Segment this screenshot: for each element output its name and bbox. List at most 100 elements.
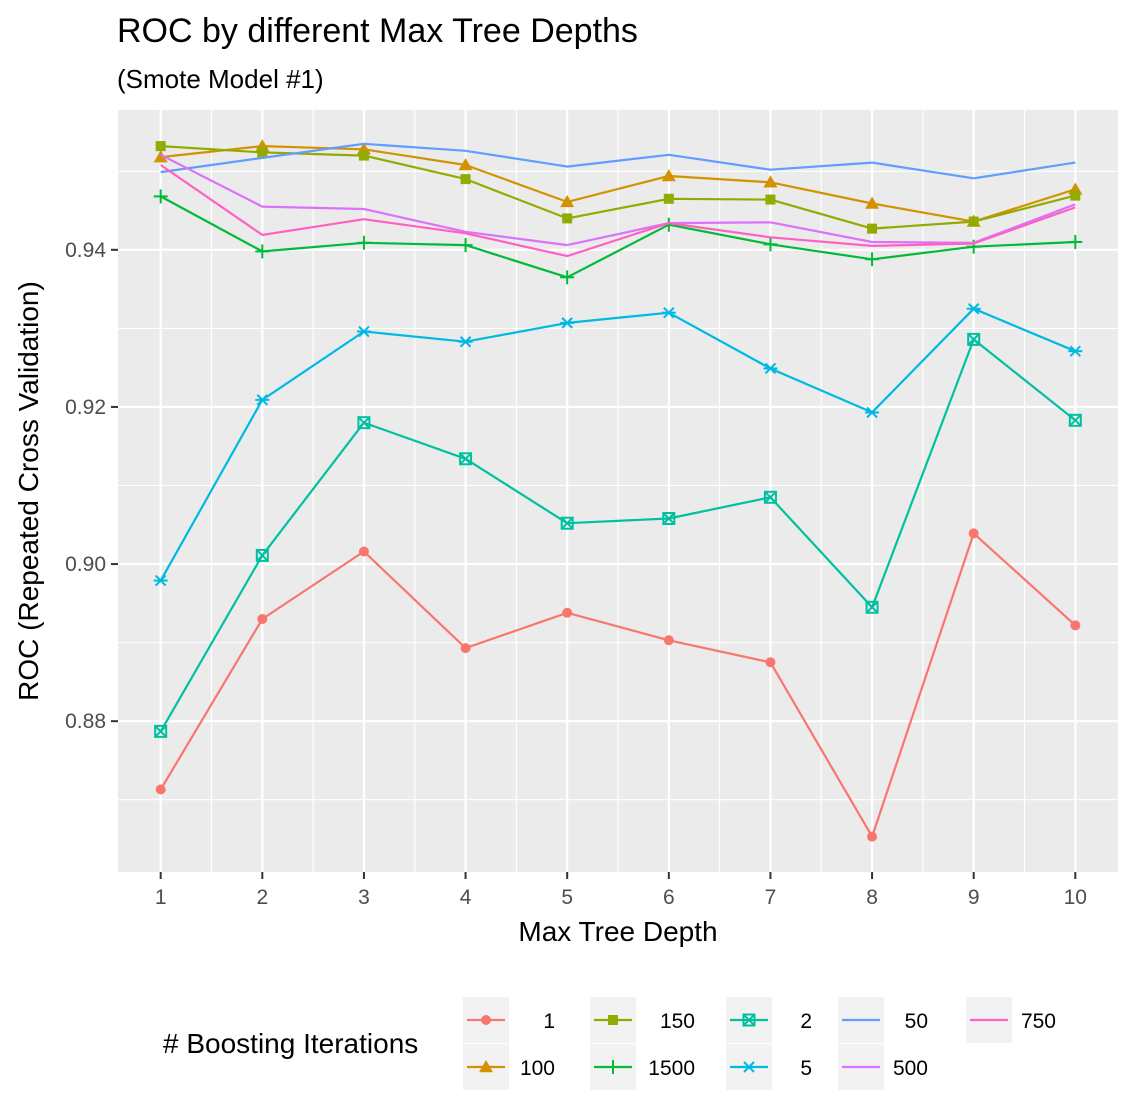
data-point-2: [560, 516, 574, 530]
y-tick-label: 0.90: [65, 553, 106, 576]
series-5: [153, 303, 1083, 587]
data-point-5: [560, 317, 575, 329]
data-point-150: [562, 213, 573, 224]
series-2: [154, 332, 1082, 738]
data-point-150: [663, 193, 674, 204]
data-point-1: [460, 643, 471, 654]
legend-label: 1: [543, 1010, 555, 1033]
data-point-150: [765, 194, 776, 205]
data-point-5: [458, 336, 473, 348]
legend-key-marker: [742, 1061, 756, 1073]
data-point-1: [1070, 620, 1081, 631]
data-point-1: [358, 546, 369, 557]
series-50: [160, 142, 1076, 180]
legend-title: # Boosting Iterations: [163, 1028, 418, 1059]
legend-label: 2: [800, 1010, 812, 1033]
series-1500: [153, 189, 1083, 285]
legend-label: 150: [660, 1010, 695, 1033]
x-tick-label: 2: [256, 886, 268, 909]
series-150: [155, 141, 1081, 234]
series-line-5: [159, 307, 1076, 582]
data-point-2: [865, 600, 879, 614]
grid-minor: [118, 110, 1118, 872]
y-axis: 0.88 0.90 0.92 0.94: [65, 239, 118, 733]
data-point-1: [155, 784, 166, 795]
series-line-50: [160, 142, 1076, 180]
data-point-1500: [458, 238, 473, 253]
data-point-2: [255, 548, 269, 562]
series-line-150: [160, 145, 1076, 230]
data-point-150: [155, 141, 166, 152]
x-tick-label: 6: [663, 886, 675, 909]
data-point-100: [763, 175, 778, 188]
data-point-100: [865, 196, 880, 209]
legend-item-100: 100: [463, 1044, 555, 1090]
x-tick-label: 8: [866, 886, 878, 909]
x-axis: 1 2 3 4 5 6 7 8 9 10: [155, 872, 1087, 909]
legend-item-750: 750: [966, 997, 1056, 1043]
data-point-5: [356, 325, 371, 338]
legend-keys: 1 100 150 1500 2 5 50 500 750: [463, 997, 1056, 1090]
series-line-1: [159, 532, 1077, 838]
legend-label: 100: [520, 1057, 555, 1080]
data-point-2: [154, 724, 168, 738]
series-line-100: [160, 145, 1076, 223]
data-point-1500: [1068, 234, 1083, 249]
data-point-2: [357, 416, 371, 430]
legend-item-500: 500: [838, 1044, 928, 1090]
data-point-5: [153, 574, 168, 587]
legend-label: 1500: [648, 1057, 695, 1080]
data-point-1: [663, 635, 674, 646]
legend-key-marker: [742, 1013, 756, 1027]
data-point-2: [662, 511, 676, 525]
legend-item-50: 50: [838, 997, 928, 1043]
legend-item-2: 2: [726, 997, 812, 1043]
data-point-1: [765, 657, 776, 668]
data-point-150: [358, 150, 369, 161]
data-point-2: [459, 452, 473, 466]
data-point-150: [867, 223, 878, 234]
y-tick-label: 0.94: [65, 239, 106, 262]
x-tick-label: 9: [968, 886, 980, 909]
data-point-1: [257, 614, 268, 625]
data-point-2: [1068, 413, 1082, 427]
legend-item-5: 5: [726, 1044, 812, 1090]
legend-item-1: 1: [463, 997, 555, 1043]
data-point-1500: [865, 252, 880, 267]
data-point-150: [460, 174, 471, 185]
legend-key-marker: [481, 1015, 491, 1025]
chart-title: ROC by different Max Tree Depths: [117, 12, 638, 50]
legend-label: 750: [1021, 1010, 1056, 1033]
data-point-5: [255, 394, 270, 406]
legend-label: 5: [800, 1057, 812, 1080]
data-point-5: [865, 406, 880, 419]
data-point-1500: [255, 244, 270, 259]
series-layer: [153, 139, 1083, 842]
legend-key-marker: [479, 1060, 493, 1073]
x-tick-label: 10: [1064, 886, 1087, 909]
data-point-100: [458, 157, 473, 171]
chart-subtitle: (Smote Model #1): [117, 64, 324, 94]
data-point-1: [968, 528, 979, 539]
data-point-5: [763, 362, 778, 375]
data-point-150: [1070, 190, 1081, 201]
data-point-1500: [763, 237, 778, 252]
data-point-100: [661, 168, 676, 182]
data-point-100: [560, 194, 575, 208]
data-point-1: [867, 831, 878, 842]
series-line-750: [160, 164, 1076, 258]
x-tick-label: 4: [460, 886, 472, 909]
legend-key-marker: [606, 1060, 620, 1074]
legend-label: 50: [905, 1010, 928, 1033]
data-point-5: [661, 306, 676, 319]
data-point-5: [1068, 345, 1083, 357]
y-tick-label: 0.92: [65, 396, 106, 419]
data-point-150: [968, 216, 979, 227]
data-point-2: [763, 490, 777, 504]
series-500: [160, 153, 1076, 247]
data-point-1500: [356, 235, 371, 250]
data-point-100: [153, 150, 168, 163]
x-tick-label: 1: [155, 886, 167, 909]
series-line-1500: [160, 195, 1076, 279]
